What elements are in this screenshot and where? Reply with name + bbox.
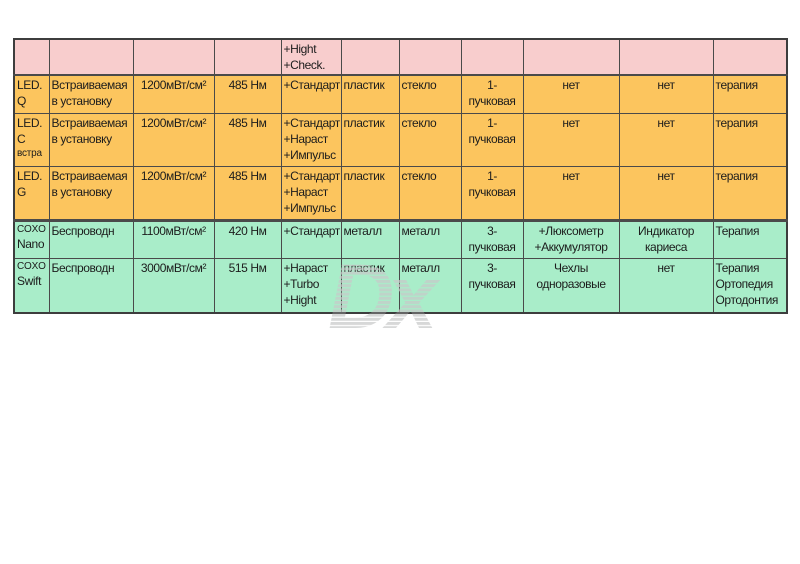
cell-power: 3000мВт/см²	[132, 257, 215, 314]
cell-body-material	[340, 38, 400, 76]
cell-application: терапия	[712, 112, 788, 167]
cell-modes: +Стандарт +Нараст +Импульс	[280, 165, 342, 221]
cell-line: Nano	[17, 236, 45, 251]
table-body: +Hight +Check. LED. Q Встраиваемая в устан…	[13, 38, 788, 314]
cell-modes: +Стандарт	[280, 74, 342, 114]
cell-wavelength: 515 Нм	[213, 257, 282, 314]
cell-extras2: Индикатор кариеса	[618, 218, 714, 259]
cell-lightguide-material: металл	[398, 257, 462, 314]
cell-extras: нет	[522, 165, 620, 221]
cell-modes: +Нараст +Turbo +Hight	[280, 257, 342, 314]
cell-line: LED.	[17, 115, 43, 130]
cell-application: Терапия	[712, 218, 788, 259]
cell-modes: +Hight +Check.	[280, 38, 342, 76]
cell-beam: 1- пучковая	[460, 74, 524, 114]
cell-extras2: нет	[618, 257, 714, 314]
comparison-table: +Hight +Check. LED. Q Встраиваемая в устан…	[13, 38, 788, 314]
cell-extras	[522, 38, 620, 76]
cell-application: Терапия Ортопедия Ортодонтия	[712, 257, 788, 314]
cell-modes: +Стандарт +Нараст +Импульс	[280, 112, 342, 167]
cell-extras: нет	[522, 74, 620, 114]
cell-model: COXO Swift	[13, 257, 50, 314]
cell-wavelength: 420 Нм	[213, 218, 282, 259]
cell-lightguide-material: металл	[398, 218, 462, 259]
cell-application: терапия	[712, 165, 788, 221]
table-row: LED. G Встраиваемая в установку 1200мВт/см…	[13, 165, 788, 221]
cell-wavelength: 485 Нм	[213, 112, 282, 167]
cell-type: Беспроводн	[48, 218, 134, 259]
cell-extras2: нет	[618, 74, 714, 114]
cell-lightguide-material: стекло	[398, 112, 462, 167]
cell-power: 1200мВт/см²	[132, 112, 215, 167]
table-row: LED. Q Встраиваемая в установку 1200мВт/см…	[13, 74, 788, 114]
cell-beam	[460, 38, 524, 76]
cell-type: Встраиваемая в установку	[48, 74, 134, 114]
cell-beam: 1- пучковая	[460, 165, 524, 221]
cell-type: Встраиваемая в установку	[48, 165, 134, 221]
cell-extras2: нет	[618, 165, 714, 221]
cell-lightguide-material	[398, 38, 462, 76]
cell-body-material: пластик	[340, 112, 400, 167]
cell-extras2: нет	[618, 112, 714, 167]
cell-extras: Чехлы одноразовые	[522, 257, 620, 314]
cell-application	[712, 38, 788, 76]
cell-body-material: металл	[340, 218, 400, 259]
cell-type	[48, 38, 134, 76]
cell-power: 1200мВт/см²	[132, 165, 215, 221]
cell-line: Swift	[17, 273, 42, 288]
cell-line: C	[17, 131, 26, 146]
cell-beam: 3- пучковая	[460, 257, 524, 314]
cell-wavelength: 485 Нм	[213, 74, 282, 114]
cell-modes: +Стандарт	[280, 218, 342, 259]
cell-type: Беспроводн	[48, 257, 134, 314]
cell-line: COXO	[17, 223, 46, 235]
cell-wavelength: 485 Нм	[213, 165, 282, 221]
cell-power: 1200мВт/см²	[132, 74, 215, 114]
cell-lightguide-material: стекло	[398, 165, 462, 221]
cell-body-material: пластик	[340, 74, 400, 114]
cell-model	[13, 38, 50, 76]
cell-model: LED. Q	[13, 74, 50, 114]
cell-line: COXO	[17, 260, 46, 272]
cell-type: Встраиваемая в установку	[48, 112, 134, 167]
table-row: +Hight +Check.	[13, 38, 788, 76]
table-row: COXO Nano Беспроводн 1100мВт/см² 420 Нм +Стан…	[13, 218, 788, 259]
cell-extras: +Люксометр +Аккумулятор	[522, 218, 620, 259]
cell-model: LED. G	[13, 165, 50, 221]
cell-lightguide-material: стекло	[398, 74, 462, 114]
cell-wavelength	[213, 38, 282, 76]
cell-model: COXO Nano	[13, 218, 50, 259]
table-row: COXO Swift Беспроводн 3000мВт/см² 515 Нм +Нар…	[13, 257, 788, 314]
cell-power	[132, 38, 215, 76]
cell-beam: 3- пучковая	[460, 218, 524, 259]
cell-power: 1100мВт/см²	[132, 218, 215, 259]
cell-body-material: пластик	[340, 257, 400, 314]
cell-body-material: пластик	[340, 165, 400, 221]
cell-extras2	[618, 38, 714, 76]
cell-line: встра	[17, 147, 42, 159]
cell-extras: нет	[522, 112, 620, 167]
cell-application: терапия	[712, 74, 788, 114]
cell-beam: 1- пучковая	[460, 112, 524, 167]
